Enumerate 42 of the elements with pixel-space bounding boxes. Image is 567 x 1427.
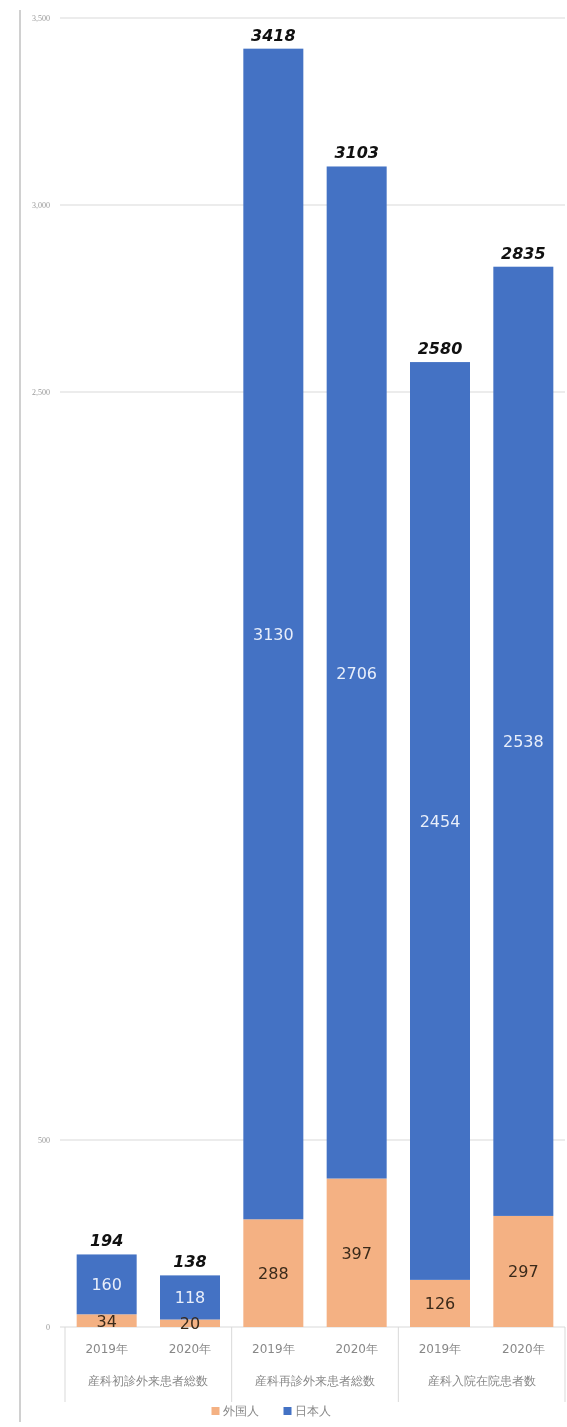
x-tick-label: 2019年 xyxy=(85,1342,128,1356)
y-tick-label: 3,500 xyxy=(32,14,50,23)
bar xyxy=(76,1254,137,1315)
data-label: 34 xyxy=(96,1311,117,1331)
data-label: 288 xyxy=(258,1264,289,1284)
text: 産科入院在院患者数 xyxy=(427,1374,536,1388)
x-tick-label: 2020年 xyxy=(168,1342,212,1356)
data-label: 118 xyxy=(174,1288,206,1308)
bar xyxy=(493,266,554,1216)
total-label: 2580 xyxy=(417,339,463,359)
data-label: 160 xyxy=(91,1275,122,1295)
total-label: 194 xyxy=(89,1231,124,1251)
bar xyxy=(243,48,304,1220)
data-label: 2538 xyxy=(502,732,544,752)
legend-label: 外国人 xyxy=(222,1404,259,1418)
bar xyxy=(326,1178,387,1327)
bar xyxy=(493,1215,554,1327)
data-label: 126 xyxy=(424,1294,456,1314)
y-tick-label: 0 xyxy=(46,1323,50,1332)
data-label: 2454 xyxy=(419,811,461,831)
y-tick-label: 2,500 xyxy=(32,388,50,397)
data-label: 297 xyxy=(508,1262,539,1282)
y-tick-label: 3,000 xyxy=(32,201,50,210)
data-label: 397 xyxy=(341,1243,372,1263)
x-tick-label: 2020年 xyxy=(335,1342,378,1356)
bar xyxy=(410,1279,470,1327)
bar xyxy=(326,166,387,1179)
text: 産科再診外来患者総数 xyxy=(255,1374,375,1388)
x-tick-label: 2019年 xyxy=(252,1342,295,1356)
total-label: 3418 xyxy=(251,25,296,45)
bar xyxy=(243,1219,304,1327)
data-label: 3130 xyxy=(252,624,294,644)
total-label: 138 xyxy=(173,1252,207,1272)
bar xyxy=(410,362,470,1280)
text: 産科初診外来患者総数 xyxy=(88,1374,209,1388)
x-tick-label: 2019年 xyxy=(418,1342,462,1356)
total-label: 3103 xyxy=(334,143,379,163)
y-tick-label: 500 xyxy=(38,1136,50,1145)
data-label: 2706 xyxy=(336,663,378,683)
legend-label: 日本人 xyxy=(294,1404,331,1418)
total-label: 2835 xyxy=(501,243,546,263)
x-tick-label: 2020年 xyxy=(502,1342,545,1356)
